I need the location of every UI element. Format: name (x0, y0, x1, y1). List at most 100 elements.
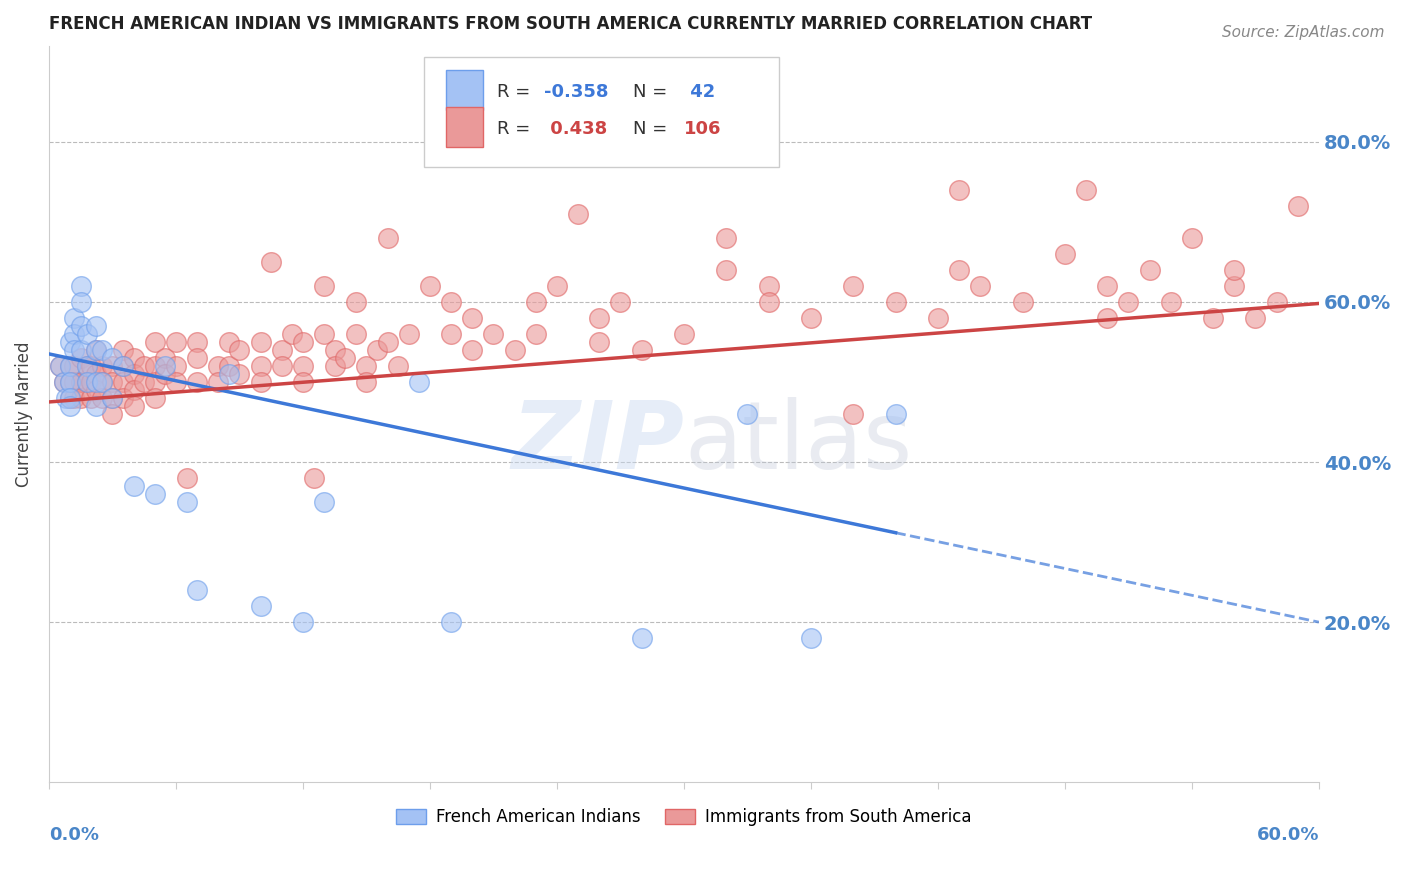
Y-axis label: Currently Married: Currently Married (15, 342, 32, 487)
Point (1265, 294, 1288, 309)
Point (323, 359, 346, 373)
Point (80, 391, 103, 405)
Text: ZIP: ZIP (510, 398, 683, 490)
Point (155, 359, 177, 373)
Point (218, 367, 240, 381)
Point (84, 375, 107, 389)
Point (884, 294, 907, 309)
Point (1286, 199, 1309, 213)
Point (260, 255, 283, 269)
Point (461, 310, 484, 325)
Point (1223, 278, 1246, 293)
Point (1074, 183, 1097, 197)
Point (228, 343, 250, 357)
Text: FRENCH AMERICAN INDIAN VS IMMIGRANTS FROM SOUTH AMERICA CURRENTLY MARRIED CORREL: FRENCH AMERICAN INDIAN VS IMMIGRANTS FRO… (49, 15, 1092, 33)
Point (101, 391, 124, 405)
Point (90, 343, 112, 357)
Point (134, 359, 156, 373)
Point (69, 294, 91, 309)
Point (69, 351, 91, 365)
Point (1181, 231, 1204, 245)
Point (377, 334, 399, 349)
Point (228, 367, 250, 381)
Point (63, 343, 86, 357)
Text: 0.0%: 0.0% (49, 826, 98, 845)
Point (69, 318, 91, 333)
Point (440, 615, 463, 629)
Text: N =: N = (633, 120, 673, 138)
Point (344, 326, 367, 341)
Point (69, 343, 91, 357)
Text: R =: R = (498, 83, 536, 101)
Point (90, 359, 112, 373)
Point (76, 375, 98, 389)
Point (588, 334, 610, 349)
FancyBboxPatch shape (447, 107, 484, 146)
Point (291, 334, 314, 349)
Point (90, 375, 112, 389)
Point (419, 278, 441, 293)
Point (249, 334, 271, 349)
Point (112, 343, 135, 357)
Point (716, 263, 738, 277)
Point (1223, 263, 1246, 277)
Point (335, 351, 357, 365)
Point (546, 278, 568, 293)
Point (59, 359, 82, 373)
Point (101, 351, 124, 365)
Point (52, 375, 75, 389)
Point (609, 294, 631, 309)
Point (218, 359, 240, 373)
Point (948, 263, 970, 277)
Point (524, 326, 547, 341)
Point (356, 375, 378, 389)
Text: N =: N = (633, 83, 673, 101)
Point (249, 599, 271, 614)
Point (165, 375, 187, 389)
Point (55, 391, 77, 405)
Text: 60.0%: 60.0% (1257, 826, 1319, 845)
Point (323, 343, 346, 357)
Point (84, 399, 107, 413)
Point (270, 359, 292, 373)
Point (344, 294, 367, 309)
Legend: French American Indians, Immigrants from South America: French American Indians, Immigrants from… (389, 802, 979, 833)
Text: Source: ZipAtlas.com: Source: ZipAtlas.com (1222, 25, 1385, 40)
Point (281, 326, 304, 341)
Point (758, 294, 780, 309)
Point (630, 343, 652, 357)
Point (969, 278, 991, 293)
Point (134, 375, 156, 389)
Point (398, 326, 420, 341)
Text: atlas: atlas (683, 398, 912, 490)
Point (1160, 294, 1182, 309)
Point (112, 359, 135, 373)
Point (800, 631, 823, 645)
Point (143, 334, 166, 349)
Point (76, 375, 98, 389)
Point (122, 479, 145, 493)
Point (101, 407, 124, 421)
Point (63, 310, 86, 325)
Point (314, 278, 336, 293)
Point (112, 391, 135, 405)
Point (218, 334, 240, 349)
Point (48, 359, 70, 373)
Point (48, 359, 70, 373)
Point (69, 375, 91, 389)
Text: R =: R = (498, 120, 536, 138)
Point (176, 495, 198, 509)
Point (63, 326, 86, 341)
Point (122, 399, 145, 413)
Point (270, 343, 292, 357)
FancyBboxPatch shape (423, 57, 779, 167)
Point (84, 367, 107, 381)
Point (59, 334, 82, 349)
Point (122, 367, 145, 381)
Point (80, 375, 103, 389)
Point (112, 359, 135, 373)
Point (76, 359, 98, 373)
Point (84, 343, 107, 357)
Point (842, 407, 865, 421)
Point (90, 391, 112, 405)
